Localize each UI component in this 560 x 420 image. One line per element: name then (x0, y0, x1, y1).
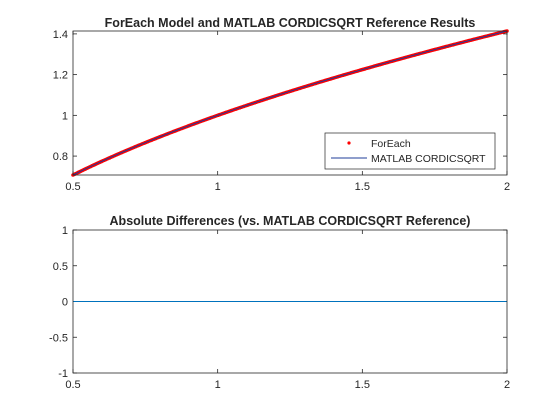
series-line-top-1 (72, 30, 508, 176)
x-tick-label-top: 1.5 (355, 181, 370, 193)
y-tick-label-top: 0.8 (53, 151, 68, 163)
x-tick-label-bottom: 1 (215, 379, 221, 391)
y-tick-label-bottom: 0 (62, 297, 68, 309)
legend-label-foreach: ForEach (371, 138, 411, 150)
x-tick-label-top: 0.5 (65, 181, 80, 193)
legend-marker-foreach (347, 141, 351, 145)
axes-box-bottom (72, 229, 508, 374)
legend-label-cordicsqrt: MATLAB CORDICSQRT (371, 153, 486, 165)
chart-title-bottom: Absolute Differences (vs. MATLAB CORDICS… (110, 214, 471, 228)
axes-bottom: Absolute Differences (vs. MATLAB CORDICS… (49, 214, 510, 391)
x-tick-label-bottom: 2 (504, 379, 510, 391)
x-tick-label-top: 2 (504, 181, 510, 193)
axes-box-top (72, 30, 508, 176)
tick-group-top: 0.5 1 1.5 2 0.8 1 1.2 1.4 (53, 29, 510, 193)
x-tick-label-top: 1 (215, 181, 221, 193)
y-tick-label-bottom: 1 (62, 225, 68, 237)
y-tick-label-bottom: 0.5 (53, 261, 68, 273)
tick-group-bottom: 0.5 1 1.5 2 -1 -0.5 0 0.5 1 (49, 225, 510, 391)
legend: ForEach MATLAB CORDICSQRT (324, 132, 496, 170)
axes-top: ForEach Model and MATLAB CORDICSQRT Refe… (53, 16, 510, 193)
x-tick-label-bottom: 0.5 (65, 379, 80, 391)
y-tick-label-bottom: -0.5 (49, 332, 68, 344)
y-tick-label-top: 1 (62, 110, 68, 122)
legend-box (324, 132, 496, 170)
chart-title-top: ForEach Model and MATLAB CORDICSQRT Refe… (105, 16, 476, 30)
y-tick-label-bottom: -1 (58, 368, 68, 380)
series-group-top (71, 29, 509, 177)
y-tick-label-top: 1.4 (53, 29, 68, 41)
x-tick-label-bottom: 1.5 (355, 379, 370, 391)
y-tick-label-top: 1.2 (53, 70, 68, 82)
